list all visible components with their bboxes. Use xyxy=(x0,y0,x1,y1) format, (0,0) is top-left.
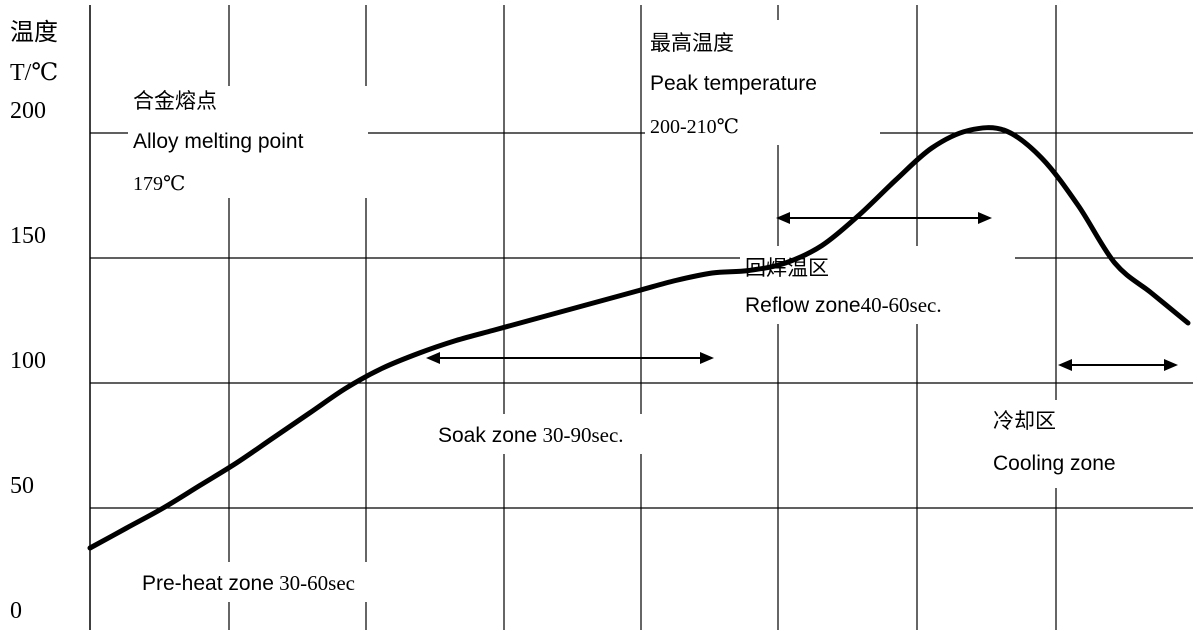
cooling-zone-cn: 冷却区 xyxy=(993,409,1056,433)
label-bg-melting xyxy=(128,86,368,198)
melting-point-value: 179℃ xyxy=(133,173,185,195)
label-bg-reflow xyxy=(740,246,1015,324)
label-bg-soak xyxy=(434,414,704,454)
temperature-curve xyxy=(87,125,1191,551)
soak-zone-name: Soak zone xyxy=(438,424,537,447)
peak-temp-cn: 最高温度 xyxy=(650,31,734,55)
label-bg-preheat xyxy=(138,562,433,602)
zone-arrows xyxy=(426,212,1178,371)
y-tick-label: 0 xyxy=(10,598,22,624)
cooling-zone-arrow xyxy=(1058,359,1178,371)
preheat-zone-name: Pre-heat zone xyxy=(142,572,274,595)
y-tick-labels: 200 150 100 50 0 xyxy=(10,98,46,624)
annotations: 合金熔点 Alloy melting point 179℃ 最高温度 Peak … xyxy=(128,20,1163,602)
peak-temp-en: Peak temperature xyxy=(650,72,817,95)
soak-zone-arrow xyxy=(426,352,714,364)
cooling-zone-en: Cooling zone xyxy=(993,452,1116,475)
label-bg-cooling xyxy=(988,400,1163,488)
soak-zone-label: Soak zone 30-90sec. xyxy=(438,423,624,447)
soak-zone-time: 30-90sec. xyxy=(543,423,624,447)
preheat-zone-time: 30-60sec xyxy=(279,571,355,595)
reflow-zone-arrow xyxy=(776,212,992,224)
melting-point-en: Alloy melting point xyxy=(133,130,304,153)
reflow-zone-en: Reflow zone40-60sec. xyxy=(745,293,942,317)
preheat-zone-label: Pre-heat zone 30-60sec xyxy=(142,571,355,595)
y-tick-label: 100 xyxy=(10,348,46,374)
reflow-zone-time: 40-60sec. xyxy=(861,293,942,317)
reflow-zone-name: Reflow zone xyxy=(745,294,861,317)
y-axis-unit: T/℃ xyxy=(10,60,58,86)
y-tick-label: 50 xyxy=(10,473,34,499)
y-axis-title: 温度 xyxy=(10,19,58,46)
label-bg-peak xyxy=(645,20,880,145)
y-tick-label: 200 xyxy=(10,98,46,124)
melting-point-cn: 合金熔点 xyxy=(133,89,217,113)
y-tick-label: 150 xyxy=(10,223,46,249)
peak-temp-value: 200-210℃ xyxy=(650,116,739,138)
